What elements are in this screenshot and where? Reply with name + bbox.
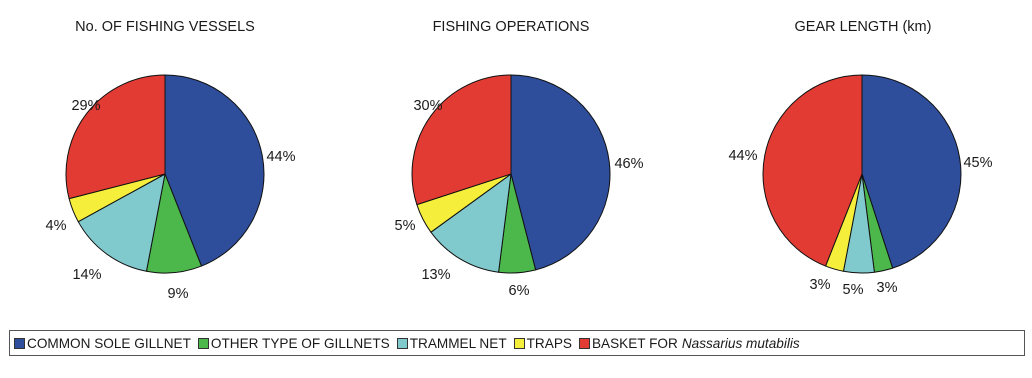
legend-swatch-traps	[513, 337, 525, 349]
pie-title: FISHING OPERATIONS	[433, 19, 590, 35]
legend-label: OTHER TYPE OF GILLNETS	[210, 335, 390, 351]
slice-percent-label: 9%	[168, 286, 189, 302]
pie-slice	[164, 74, 265, 267]
pie-slice	[430, 173, 512, 273]
slice-percent-label: 14%	[72, 267, 101, 283]
pie-slice	[65, 74, 166, 200]
legend-item-basket: BASKET FOR Nassarius mutabilis	[578, 335, 800, 351]
pie-slice	[861, 74, 962, 269]
pie-chart-1: No. OF FISHING VESSELS 44% 9% 14% 4% 29%	[46, 19, 296, 302]
legend-item-trammel-net: TRAMMEL NET	[396, 335, 507, 351]
pie-chart-3: GEAR LENGTH (km) 45% 3% 5% 3% 44%	[728, 19, 992, 298]
legend-item-other-gillnets: OTHER TYPE OF GILLNETS	[197, 335, 390, 351]
slice-percent-label: 5%	[395, 218, 416, 234]
slice-percent-label: 3%	[877, 280, 898, 296]
pie-title: GEAR LENGTH (km)	[795, 19, 932, 35]
legend-item-common-sole-gillnet: COMMON SOLE GILLNET	[14, 336, 191, 351]
legend-label: TRAPS	[526, 335, 572, 351]
legend-item-traps: TRAPS	[513, 335, 572, 351]
legend-label: COMMON SOLE GILLNET	[27, 335, 191, 351]
slice-percent-label: 6%	[509, 283, 530, 299]
slice-percent-label: 45%	[963, 155, 992, 171]
pie-slice	[411, 74, 512, 206]
slice-percent-label: 13%	[421, 267, 450, 283]
slice-percent-label: 5%	[843, 282, 864, 298]
legend-label: BASKET FOR	[591, 335, 678, 351]
pie-title: No. OF FISHING VESSELS	[75, 19, 255, 35]
slice-percent-label: 46%	[614, 156, 643, 172]
pie-chart-2: FISHING OPERATIONS 46% 6% 13% 5% 30%	[395, 19, 644, 299]
legend-label-species: Nassarius mutabilis	[681, 335, 800, 351]
slice-percent-label: 44%	[728, 148, 757, 164]
slice-percent-label: 44%	[266, 149, 295, 165]
slice-percent-label: 29%	[71, 98, 100, 114]
slice-percent-label: 30%	[413, 98, 442, 114]
pie-slice	[510, 74, 611, 271]
pie-slice	[77, 173, 166, 272]
pie-slice	[762, 74, 863, 267]
legend-swatch-basket	[578, 337, 590, 349]
legend-label: TRAMMEL NET	[409, 335, 507, 351]
legend-swatch-other-gillnets	[197, 337, 209, 349]
slice-percent-label: 4%	[46, 218, 67, 234]
legend: COMMON SOLE GILLNET OTHER TYPE OF GILLNE…	[9, 330, 1025, 356]
slice-percent-label: 3%	[810, 277, 831, 293]
pie-charts: No. OF FISHING VESSELS 44% 9% 14% 4% 29% FISHI…	[46, 19, 993, 302]
legend-swatch-trammel-net	[396, 337, 408, 349]
legend-swatch-common-sole-gillnet	[14, 337, 25, 349]
